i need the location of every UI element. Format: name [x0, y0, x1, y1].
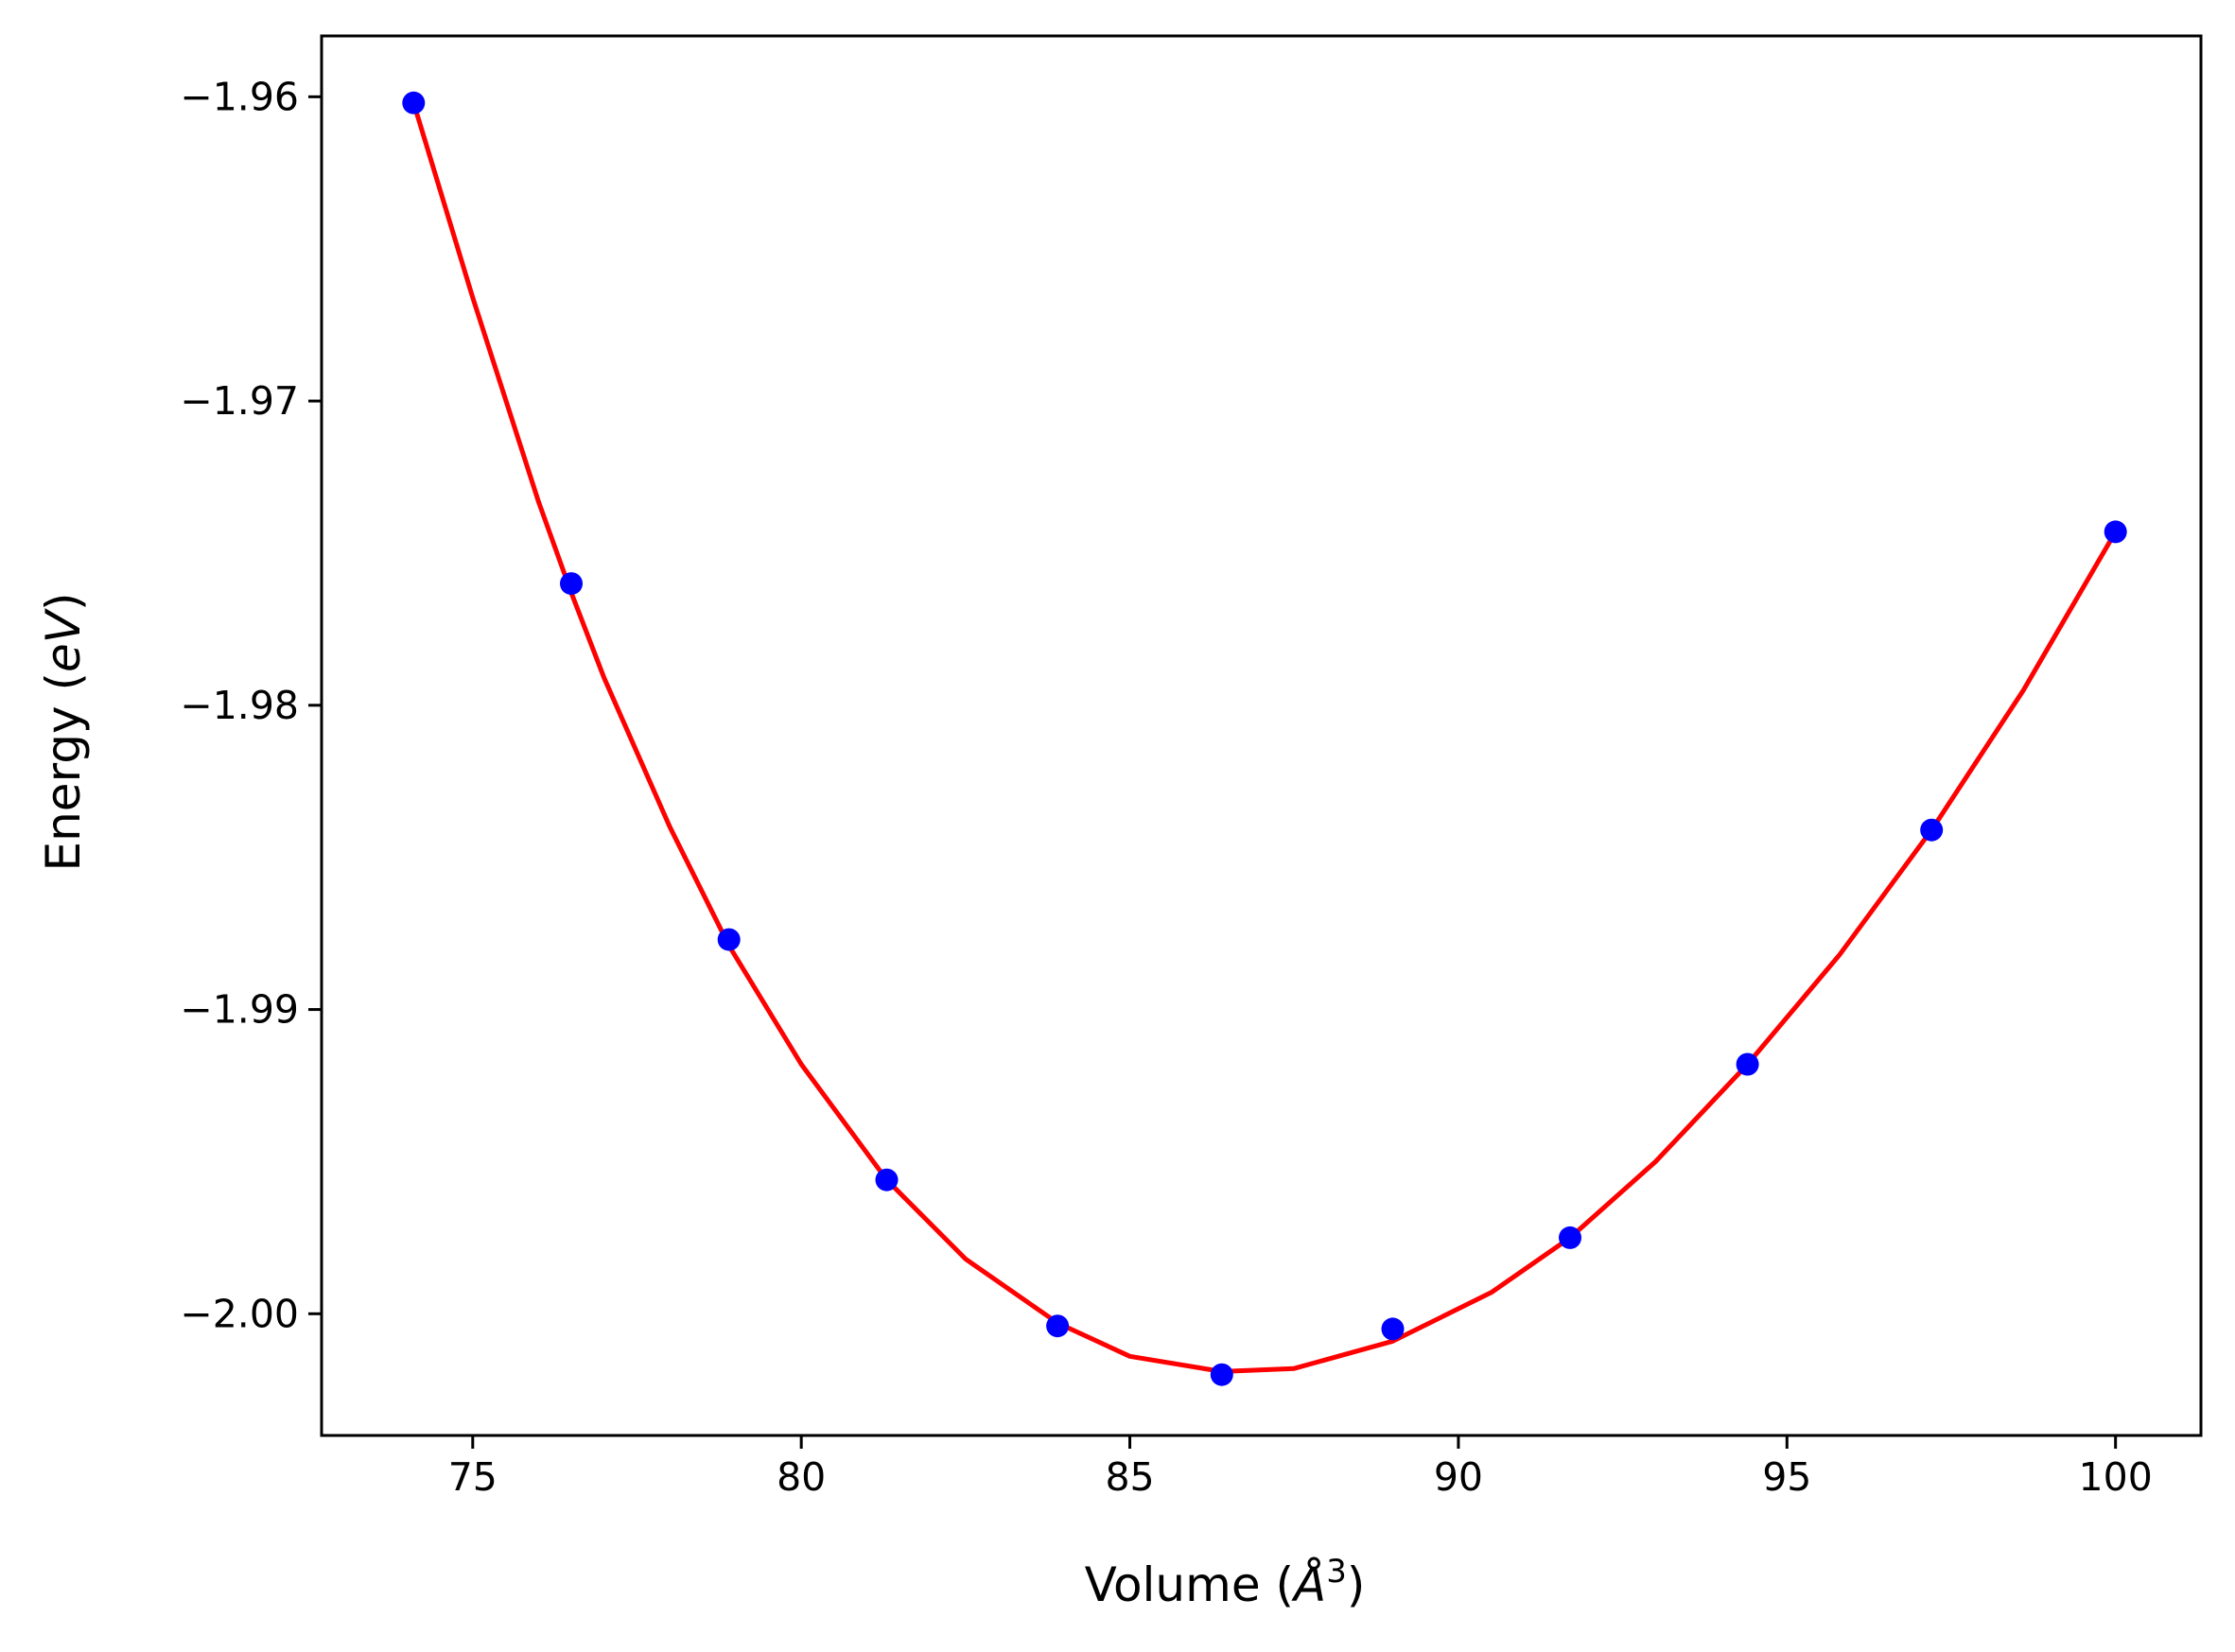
x-axis-label-exponent: 3 [1326, 1553, 1347, 1591]
y-axis-label-unit: eV [36, 607, 91, 672]
fit-curve [410, 102, 2118, 1374]
x-tick-label: 90 [1434, 1454, 1483, 1500]
x-tick-label: 85 [1105, 1454, 1154, 1500]
x-axis-label-text: Volume ( [1085, 1557, 1294, 1612]
y-axis-label-text: Energy ( [36, 672, 91, 871]
data-point [560, 572, 583, 596]
x-tick-label: 95 [1762, 1454, 1811, 1500]
y-tick-label: −2.00 [180, 1291, 299, 1336]
data-point [1046, 1314, 1070, 1338]
x-axis-ticks: 75 80 85 90 95 100 [448, 1435, 2153, 1500]
fit-curve-layer [410, 102, 2118, 1374]
data-point [875, 1168, 899, 1191]
data-points-layer [402, 91, 2127, 1386]
x-axis-label-close: ) [1347, 1557, 1366, 1612]
x-axis-label: Volume (Å3) [1085, 1553, 1366, 1612]
y-tick-label: −1.96 [180, 74, 299, 119]
x-axis-label-symbol: Å [1291, 1557, 1326, 1612]
data-point [1736, 1052, 1759, 1076]
x-tick-label: 75 [448, 1454, 498, 1500]
x-tick-label: 100 [2079, 1454, 2153, 1500]
y-tick-label: −1.99 [180, 987, 299, 1033]
data-point [1210, 1363, 1233, 1386]
plot-frame [320, 34, 2203, 1437]
data-point [2104, 520, 2127, 544]
data-point [402, 91, 426, 114]
data-point [1381, 1317, 1405, 1341]
y-tick-label: −1.98 [180, 683, 299, 728]
y-tick-label: −1.97 [180, 378, 299, 424]
data-point [1920, 818, 1944, 842]
data-point [717, 928, 741, 951]
x-tick-label: 80 [777, 1454, 826, 1500]
y-axis-label: Energy (eV) [36, 593, 91, 872]
y-axis-ticks: −1.96 −1.97 −1.98 −1.99 −2.00 [180, 74, 322, 1336]
y-axis-label-close: ) [36, 593, 91, 612]
data-point [1559, 1226, 1581, 1249]
